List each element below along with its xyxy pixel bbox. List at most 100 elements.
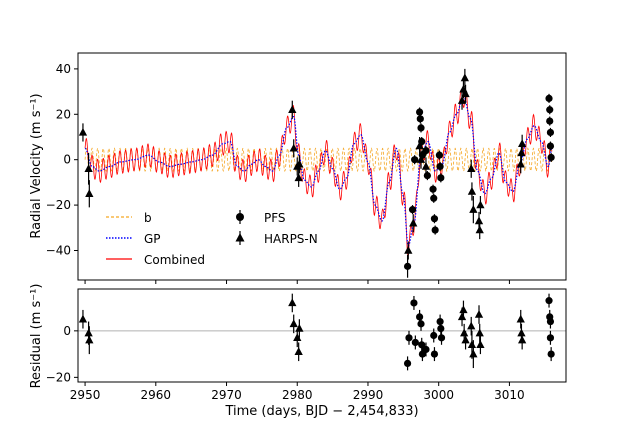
pfs-residual-point [436, 317, 444, 326]
harps-n-point [457, 96, 467, 104]
pfs-residual-point [416, 313, 424, 321]
harps-n-point [294, 173, 303, 182]
top-y-axis-label: Radial Velocity (m s⁻¹) [29, 93, 44, 238]
legend-harps-n-marker [235, 233, 245, 242]
x-axis-label: Time (days, BJD − 2,454,833) [224, 404, 418, 419]
harps-n-point [85, 189, 94, 197]
pfs-point [403, 262, 412, 270]
harps-n-point [84, 164, 93, 172]
harps-n-residual-point [85, 335, 94, 344]
pfs-residual-point [422, 345, 430, 354]
pfs-residual-point [418, 341, 426, 349]
pfs-point [437, 174, 445, 182]
legend: b GP Combined PFS HARPS-N [106, 210, 318, 267]
harps-n-point [404, 245, 413, 254]
harps-n-point [467, 186, 477, 195]
legend-combined-label: Combined [144, 253, 205, 267]
pfs-point [429, 185, 437, 193]
harps-n-residual-point [78, 314, 88, 323]
harps-n-point [476, 200, 485, 209]
harps-n-point [295, 159, 304, 168]
harps-n-residual-point [517, 328, 526, 337]
harps-n-point [415, 141, 424, 150]
harps-n-point [517, 148, 526, 157]
harps-n-point [518, 139, 527, 148]
x-tick-label: 2970 [211, 388, 242, 402]
legend-harps-n-label: HARPS-N [264, 232, 318, 246]
harps-n-residual-point [516, 314, 525, 323]
pfs-point [436, 162, 444, 171]
pfs-residual-point [430, 331, 438, 340]
top-y-tick-label: 0 [63, 153, 71, 167]
pfs-point [545, 94, 553, 102]
pfs-residual-point [403, 359, 412, 367]
harps-n-residual-point [84, 328, 93, 337]
legend-pfs-marker [236, 213, 244, 221]
top-y-tick-label: −40 [46, 243, 71, 257]
top-plot-frame [77, 52, 567, 281]
top-y-tick-label: 20 [56, 107, 71, 121]
harps-n-residual-point [475, 328, 484, 337]
harps-n-residual-point [467, 321, 476, 330]
pfs-residual-point [411, 338, 419, 347]
harps-n-residual-point [460, 328, 469, 337]
pfs-residual-point [410, 299, 418, 307]
pfs-residual-point [546, 334, 555, 342]
pfs-point [408, 206, 417, 214]
legend-b-label: b [144, 211, 152, 225]
pfs-point [430, 215, 439, 223]
harps-n-point [460, 73, 470, 82]
harps-n-residual-point [469, 349, 478, 358]
pfs-residual-point [437, 324, 445, 333]
harps-n-residual-point [474, 309, 484, 318]
harps-n-point [461, 89, 470, 98]
bottom-y-tick-label: 0 [63, 324, 71, 338]
pfs-point [547, 153, 555, 162]
residual-panel: 2950 2960 2970 2980 2990 3000 3010 −20 0 Residu… [29, 284, 567, 419]
pfs-residual-point [405, 334, 413, 342]
pfs-point [417, 124, 425, 132]
top-y-tick-label: −20 [46, 198, 71, 212]
harps-n-point [516, 159, 525, 168]
harps-n-point [416, 155, 426, 163]
x-tick-label: 2950 [70, 388, 101, 402]
pfs-residual-point [430, 350, 439, 358]
bottom-y-tick-label: −20 [46, 370, 71, 384]
harps-n-residual-point [293, 333, 302, 342]
pfs-residual-point [547, 350, 555, 358]
pfs-point [546, 142, 555, 150]
harps-n-residual-point [457, 312, 467, 321]
harps-n-point [288, 105, 297, 113]
pfs-point [431, 226, 439, 234]
harps-n-point [474, 216, 484, 225]
harps-n-residual-point [289, 319, 298, 328]
top-y-tick-label: 40 [56, 62, 71, 76]
harps-n-point [421, 161, 431, 170]
series-combined-line [84, 89, 553, 257]
pfs-point [411, 156, 419, 164]
harps-n-residual-point [518, 335, 527, 344]
harps-n-residual-point [294, 347, 303, 355]
x-tick-label: 3000 [423, 388, 454, 402]
pfs-residual-point [546, 317, 555, 326]
bottom-plot-frame [77, 288, 567, 383]
harps-n-point [409, 218, 418, 227]
bottom-y-axis-label: Residual (m s⁻¹) [29, 284, 44, 389]
harps-n-point [289, 143, 298, 152]
pfs-point [435, 151, 444, 159]
radial-velocity-panel: −40 −20 0 20 40 Radial Velocity (m s⁻¹) b GP C… [29, 52, 567, 284]
harps-n-point [469, 205, 478, 213]
x-tick-label: 2990 [353, 388, 384, 402]
harps-n-residual-point [467, 340, 477, 349]
series-gp-line [84, 95, 553, 247]
harps-n-residual-point [295, 323, 304, 332]
x-tick-label: 3010 [494, 388, 525, 402]
harps-n-point [78, 127, 88, 136]
pfs-residual-point [437, 334, 446, 342]
pfs-point [546, 106, 554, 114]
pfs-point [546, 117, 554, 125]
legend-gp-label: GP [144, 232, 161, 246]
harps-n-point [467, 164, 476, 172]
harps-n-residual-point [461, 335, 470, 344]
